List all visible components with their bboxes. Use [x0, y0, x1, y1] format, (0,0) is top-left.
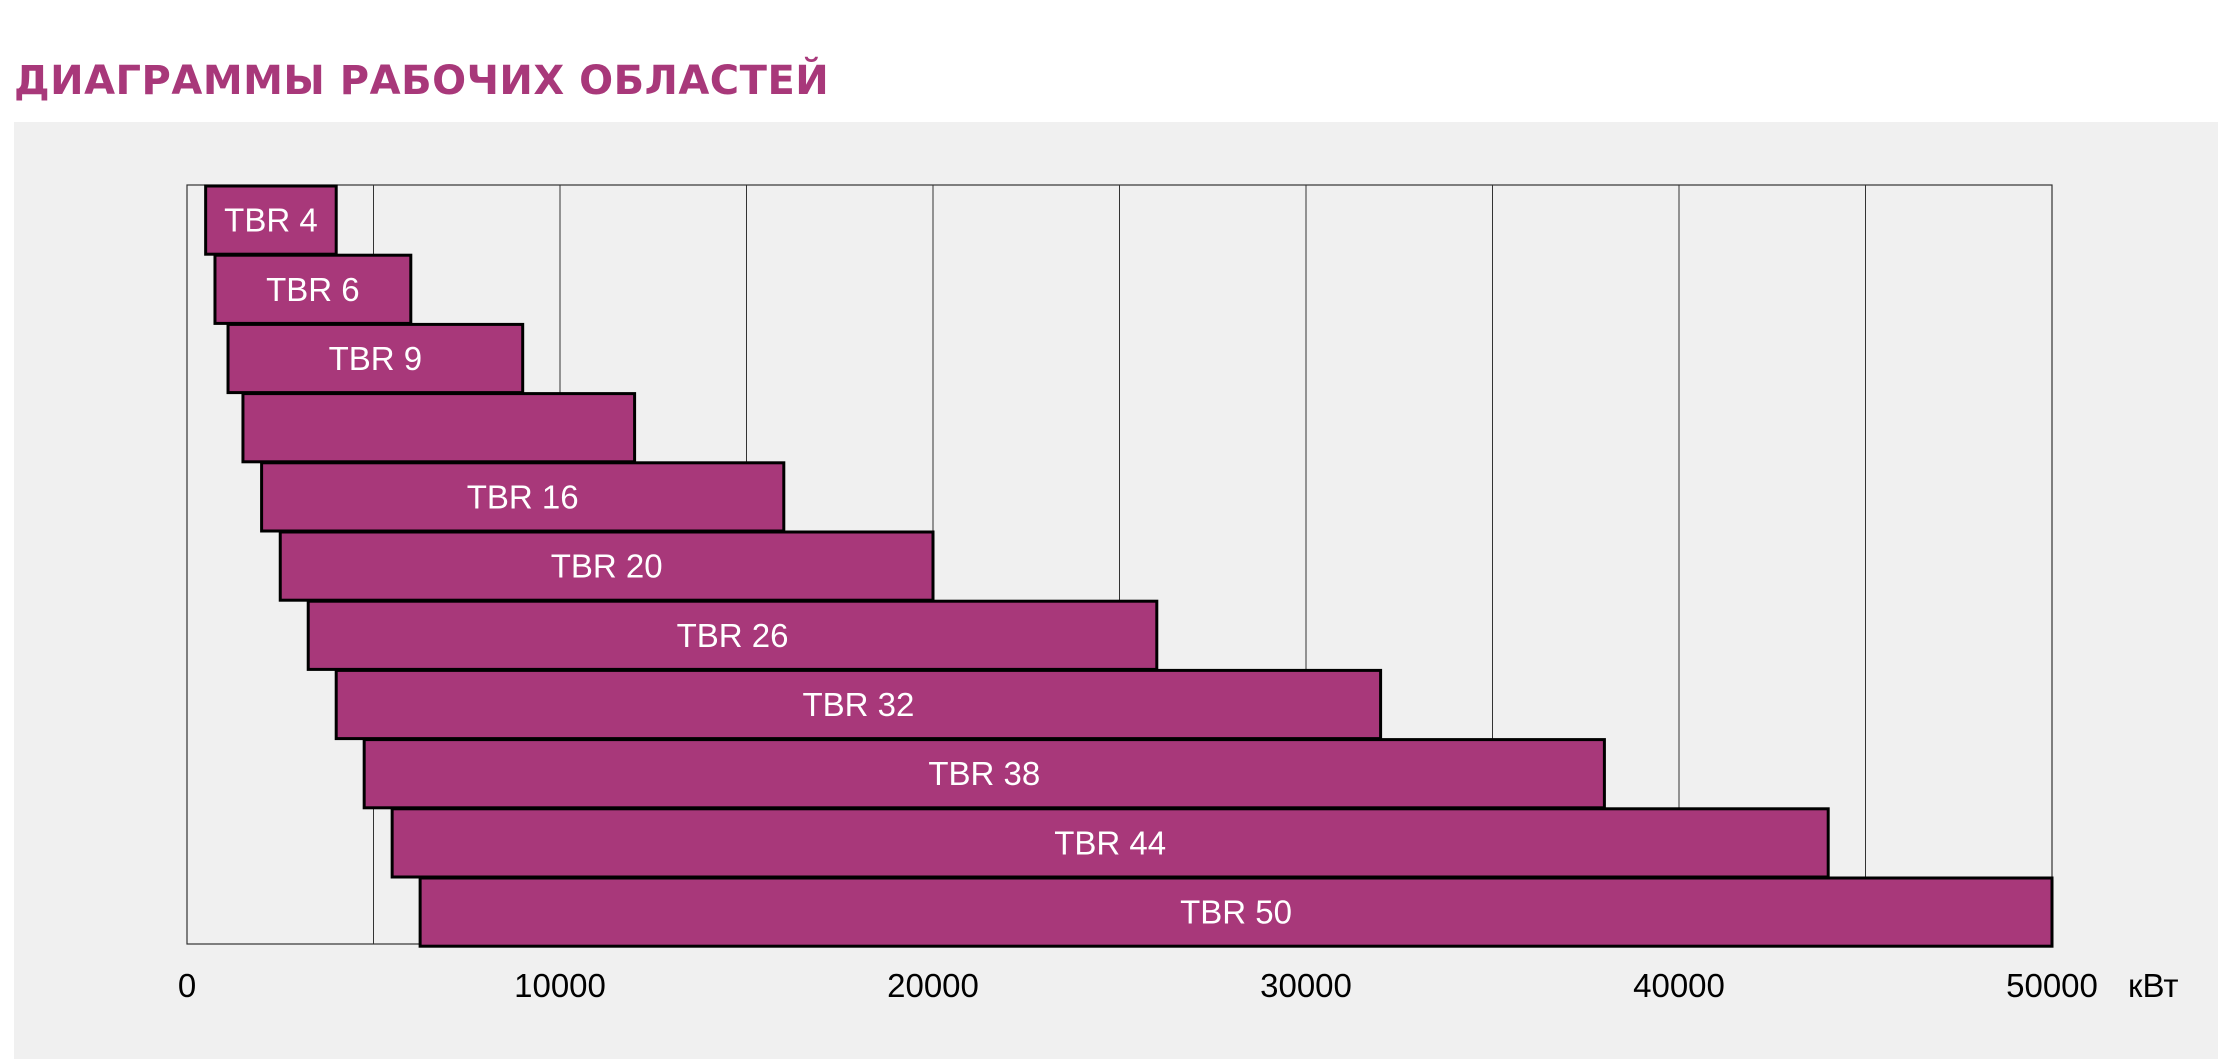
bar-label: TBR 38 — [928, 755, 1040, 792]
x-tick-label: 0 — [178, 967, 196, 1004]
x-tick-label: 20000 — [887, 967, 979, 1004]
bar-label: TBR 16 — [467, 478, 579, 515]
chart-panel: TBR 4 TBR 6 TBR 9 TBR 16 TBR 20 TBR 26 TBR 32 T… — [14, 122, 2218, 1059]
range-bar — [213, 253, 413, 325]
bar-label: TBR 9 — [329, 340, 423, 377]
bar-label: TBR 50 — [1180, 894, 1292, 931]
range-bar — [390, 807, 1830, 879]
x-tick-label: 40000 — [1633, 967, 1725, 1004]
x-tick-label: 30000 — [1260, 967, 1352, 1004]
range-bar — [241, 392, 637, 464]
range-bar — [306, 599, 1159, 671]
bar-label: TBR 4 — [224, 202, 318, 239]
bar-label: TBR 6 — [266, 271, 360, 308]
range-bar — [204, 184, 338, 256]
bar-label: TBR 44 — [1054, 824, 1166, 861]
x-axis-unit-label: кВт — [2128, 967, 2178, 1004]
range-bar — [334, 668, 1383, 741]
range-bar — [418, 876, 2054, 948]
range-bar — [278, 530, 935, 602]
bar-label: TBR 20 — [551, 548, 663, 585]
x-tick-label: 10000 — [514, 967, 606, 1004]
operating-range-chart: TBR 4 TBR 6 TBR 9 TBR 16 TBR 20 TBR 26 TBR 32 T… — [178, 184, 2178, 1004]
bar-label: TBR 32 — [802, 686, 914, 723]
bars: TBR 4 TBR 6 TBR 9 TBR 16 TBR 20 TBR 26 TBR 32 T… — [204, 184, 2054, 948]
range-bar — [260, 461, 786, 533]
x-axis-ticks: 0 10000 20000 30000 40000 50000 — [178, 967, 2098, 1004]
bar-label: TBR 26 — [677, 617, 789, 654]
x-tick-label: 50000 — [2006, 967, 2098, 1004]
page-title: ДИАГРАММЫ РАБОЧИХ ОБЛАСТЕЙ — [14, 58, 830, 104]
